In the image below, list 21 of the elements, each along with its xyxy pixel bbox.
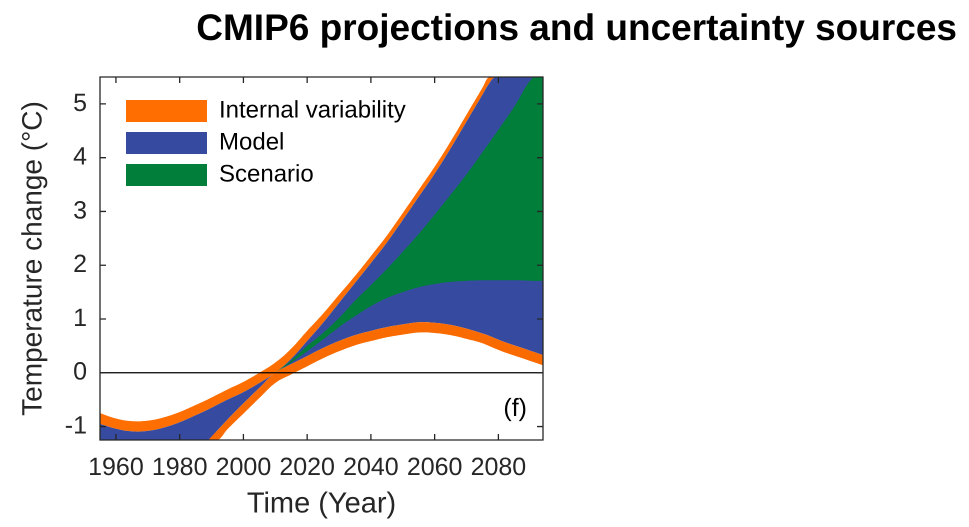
x-tick-label: 1960 xyxy=(88,452,144,481)
annotation: (f) xyxy=(503,394,527,422)
y-tick-label: -1 xyxy=(64,411,87,440)
y-tick-label: 4 xyxy=(73,142,88,171)
x-tick-label: 1980 xyxy=(152,452,208,481)
x-tick-label: 2060 xyxy=(406,452,462,481)
x-tick-label: 2080 xyxy=(470,452,526,481)
x-tick-label: 2020 xyxy=(279,452,335,481)
legend-label: Internal variability xyxy=(219,96,406,124)
x-axis-title: Time (Year) xyxy=(246,488,396,520)
legend-label: Scenario xyxy=(219,160,314,188)
y-tick-label: 0 xyxy=(73,358,87,386)
chart-title: CMIP6 projections and uncertainty sources xyxy=(196,7,957,48)
y-axis-title: Temperature change (°C) xyxy=(16,101,48,416)
x-tick-label: 2000 xyxy=(216,452,272,481)
legend-label: Model xyxy=(219,128,284,156)
y-tick-label: 1 xyxy=(73,304,87,332)
x-tick-label: 2040 xyxy=(343,452,399,481)
y-tick-label: 3 xyxy=(73,196,87,224)
y-tick-label: 5 xyxy=(73,88,87,117)
y-tick-label: 2 xyxy=(73,250,87,278)
